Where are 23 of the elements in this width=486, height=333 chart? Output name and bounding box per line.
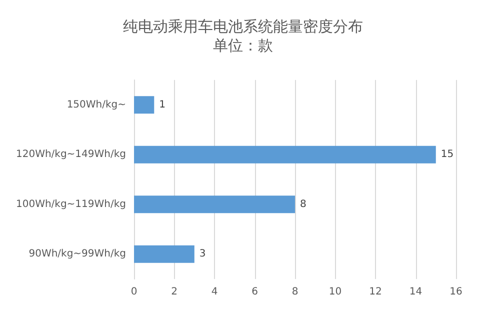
x-tick-label: 2	[171, 286, 178, 298]
y-tick-label: 150Wh/kg~	[66, 99, 126, 110]
x-tick-label: 8	[292, 286, 298, 298]
x-tick-label: 14	[409, 286, 422, 298]
x-tick-label: 0	[130, 286, 138, 298]
chart-title: 纯电动乘用车电池系统能量密度分布	[123, 18, 363, 36]
bar	[134, 196, 296, 214]
data-label: 15	[440, 149, 454, 160]
x-tick-label: 10	[328, 286, 342, 298]
data-label: 8	[300, 198, 306, 210]
x-tick-label: 6	[252, 286, 258, 298]
x-tick-label: 16	[450, 286, 462, 298]
y-tick-label: 100Wh/kg~119Wh/kg	[16, 198, 126, 210]
x-tick-label: 4	[211, 286, 218, 298]
data-label: 3	[199, 248, 206, 260]
data-label: 1	[159, 99, 166, 110]
bar	[134, 96, 154, 114]
chart-subtitle: 单位：款	[213, 36, 273, 54]
y-tick-label: 120Wh/kg~149Wh/kg	[16, 149, 126, 160]
bar	[134, 146, 436, 164]
x-tick-label: 12	[369, 286, 382, 298]
y-tick-label: 90Wh/kg~99Wh/kg	[28, 248, 126, 260]
bar	[134, 245, 194, 263]
